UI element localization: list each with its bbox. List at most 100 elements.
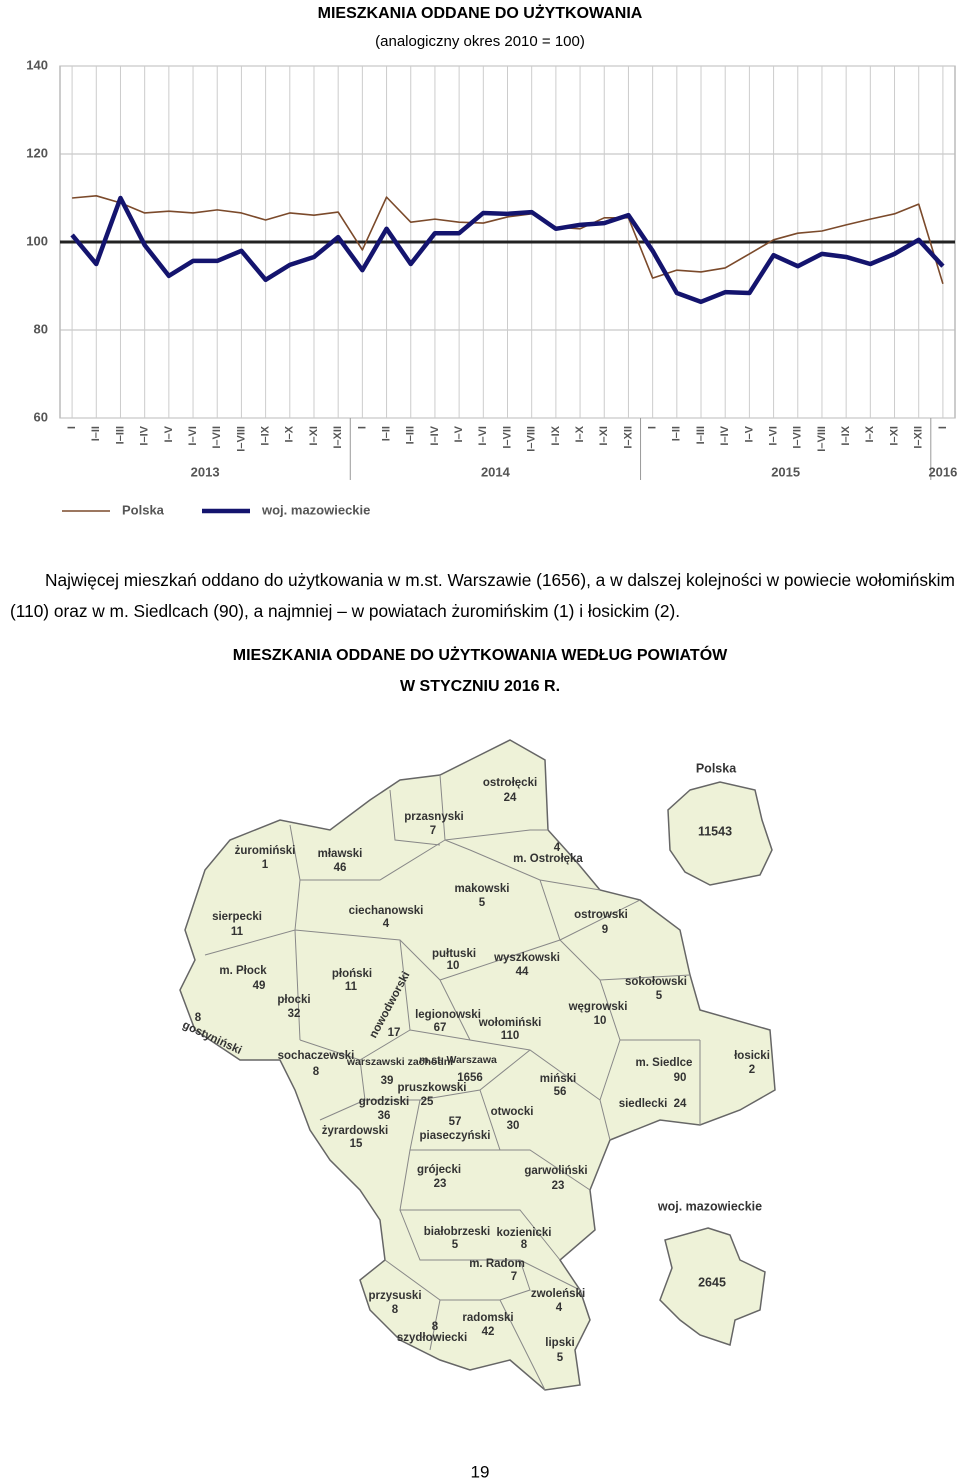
legend-label: Polska	[122, 502, 165, 517]
district-name: pruszkowski	[397, 1082, 466, 1094]
district-value: 4	[556, 1302, 563, 1314]
x-tick-label: I–II	[671, 426, 683, 441]
series-line	[72, 195, 944, 285]
district-value: 67	[434, 1022, 447, 1034]
district-value: 2	[749, 1064, 755, 1076]
x-tick-label: I	[647, 426, 659, 429]
chart-title: MIESZKANIA ODDANE DO UŻYTKOWANIA	[318, 4, 643, 22]
district-name: żyrardowski	[322, 1125, 388, 1137]
district-value: 5	[656, 990, 663, 1002]
x-tick-label: I–VIII	[526, 426, 538, 452]
district-value: 23	[552, 1180, 565, 1192]
x-tick-label: I–V	[453, 425, 465, 442]
year-label: 2014	[481, 464, 511, 479]
chart-subtitle: (analogiczny okres 2010 = 100)	[375, 33, 585, 50]
district-name: siedlecki	[619, 1098, 668, 1110]
x-tick-label: I–IX	[550, 425, 562, 445]
year-label: 2016	[928, 464, 957, 479]
region-outline	[179, 739, 776, 1391]
district-name: piaseczyński	[420, 1130, 491, 1142]
district-name: szydłowiecki	[397, 1332, 467, 1344]
x-tick-label: I–X	[284, 425, 296, 442]
district-value: 23	[434, 1178, 447, 1190]
y-tick-label: 80	[34, 321, 48, 336]
district-name: ciechanowski	[349, 905, 424, 917]
x-tick-label: I–III	[695, 426, 707, 444]
y-tick-label: 140	[26, 57, 48, 72]
x-tick-label: I–XII	[332, 426, 344, 449]
year-label: 2013	[191, 464, 220, 479]
year-label: 2015	[771, 464, 800, 479]
district-name: wołomiński	[478, 1017, 542, 1029]
x-tick-label: I–VI	[477, 426, 489, 446]
district-value: 57	[449, 1116, 462, 1128]
district-name: kozienicki	[497, 1227, 552, 1239]
x-tick-label: I–II	[90, 426, 102, 441]
district-value: 1	[262, 859, 269, 871]
district-name: zwoleński	[531, 1288, 585, 1300]
district-name: przysuski	[368, 1290, 421, 1302]
x-tick-label: I–IX	[260, 425, 272, 445]
district-value: 46	[334, 862, 347, 874]
x-tick-label: I–V	[743, 425, 755, 442]
district-value: 8	[521, 1239, 528, 1251]
district-name: ostrowski	[574, 909, 628, 921]
district-name: sierpecki	[212, 911, 262, 923]
voivodeship-outline	[659, 1227, 766, 1346]
x-tick-label: I–VII	[792, 426, 804, 449]
legend-label: woj. mazowieckie	[261, 502, 370, 517]
x-tick-label: I	[66, 426, 78, 429]
x-tick-label: I–III	[405, 426, 417, 444]
district-name: lipski	[545, 1337, 574, 1349]
district-value: 8	[195, 1012, 202, 1024]
district-value: 8	[432, 1321, 439, 1333]
district-value: 5	[452, 1239, 459, 1251]
x-tick-label: I–IV	[139, 425, 151, 445]
district-value: 15	[350, 1138, 363, 1150]
x-tick-label: I–XI	[888, 426, 900, 446]
district-name: m. Siedlce	[636, 1057, 693, 1069]
district-value: 56	[554, 1086, 567, 1098]
district-value: 11	[231, 926, 244, 938]
district-value: 110	[501, 1030, 520, 1042]
district-value: 9	[602, 924, 608, 936]
poland-name: Polska	[696, 761, 737, 775]
district-value: 32	[288, 1008, 301, 1020]
series-line	[70, 195, 945, 305]
district-borders	[204, 774, 701, 1391]
x-tick-label: I	[356, 426, 368, 429]
district-value: 10	[447, 960, 460, 972]
district-name: sokołowski	[625, 976, 687, 988]
district-name: grodziski	[359, 1096, 409, 1108]
district-value: 5	[557, 1352, 564, 1364]
district-value: 7	[511, 1271, 517, 1283]
district-name: pułtuski	[432, 948, 476, 960]
district-value: 8	[392, 1304, 399, 1316]
district-name: grójecki	[417, 1164, 461, 1176]
district-name: węgrowski	[568, 1001, 628, 1013]
x-tick-label: I–VIII	[235, 426, 247, 452]
x-tick-label: I–II	[380, 426, 392, 441]
x-tick-label: I–IV	[429, 425, 441, 445]
district-value: 7	[430, 825, 436, 837]
x-tick-label: I–VII	[211, 426, 223, 449]
district-name: sochaczewski	[278, 1050, 355, 1062]
district-name: m. Płock	[219, 965, 267, 977]
district-name: m. Ostrołęka	[513, 853, 583, 865]
district-value: 8	[313, 1066, 320, 1078]
x-tick-label: I–VII	[501, 426, 513, 449]
x-tick-label: I–X	[864, 425, 876, 442]
district-value: 25	[421, 1096, 434, 1108]
y-tick-label: 120	[26, 145, 48, 160]
paragraph: Najwięcej mieszkań oddano do użytkowania…	[10, 570, 955, 621]
page-number: 19	[471, 1462, 490, 1481]
map-title: MIESZKANIA ODDANE DO UŻYTKOWANIA WEDŁUG …	[233, 645, 728, 664]
district-value: 39	[381, 1075, 394, 1087]
district-name: m.st. Warszawa	[419, 1054, 497, 1066]
district-name: otwocki	[491, 1106, 534, 1118]
district-value: 1656	[457, 1072, 483, 1084]
district-value: 24	[504, 792, 517, 804]
x-tick-label: I–VI	[767, 426, 779, 446]
district-name: garwoliński	[524, 1165, 587, 1177]
